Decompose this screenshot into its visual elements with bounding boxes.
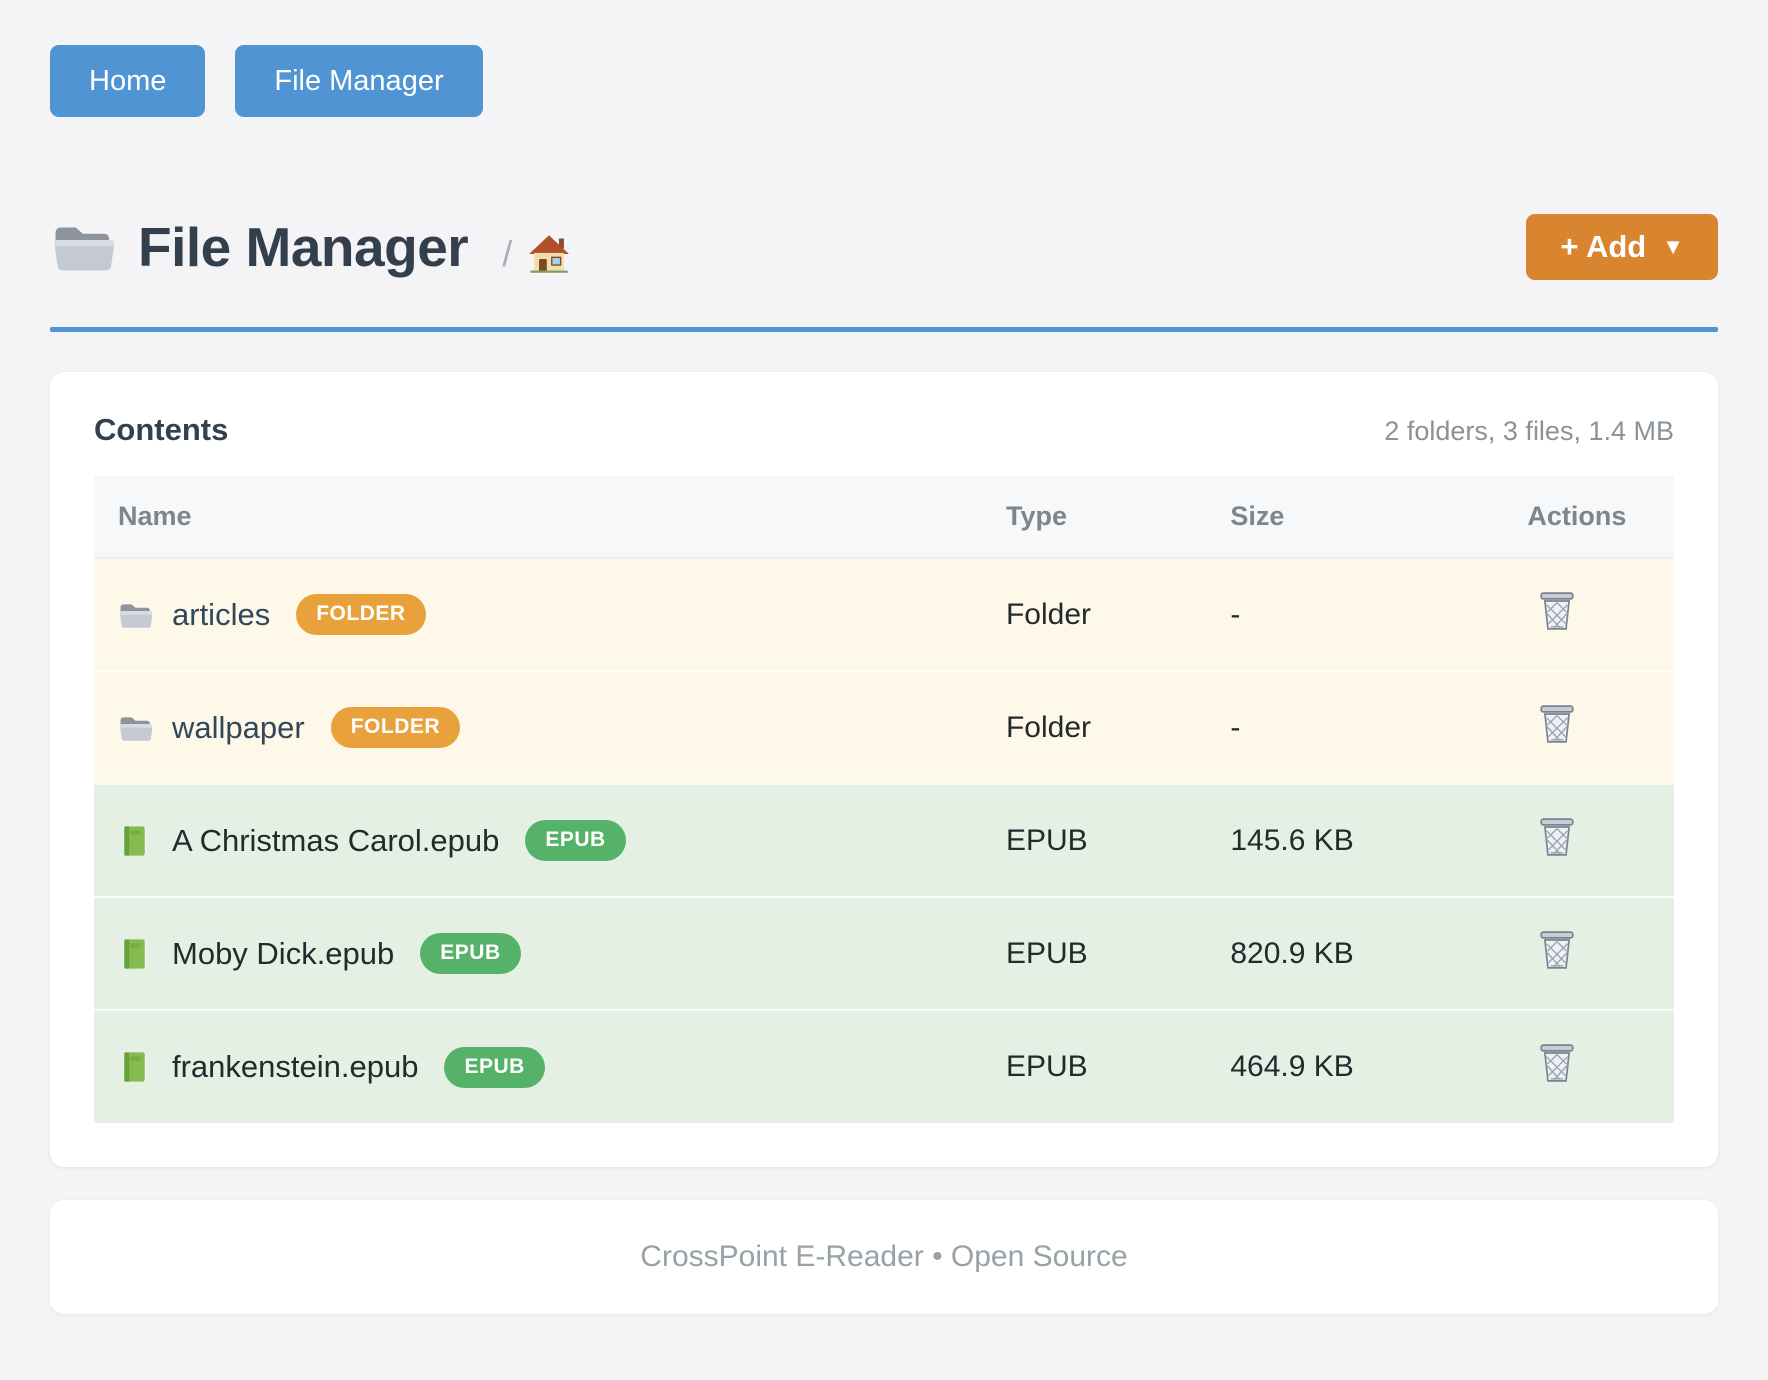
title-group: File Manager /	[50, 215, 570, 279]
contents-title: Contents	[94, 412, 229, 447]
page-header: File Manager / + Add ▼	[50, 214, 1718, 280]
book-icon	[118, 938, 152, 970]
top-nav: Home File Manager	[50, 45, 1718, 117]
size-cell: 145.6 KB	[1206, 783, 1504, 897]
name-cell: wallpaper FOLDER	[94, 670, 982, 784]
table-row: frankenstein.epub EPUB EPUB 464.9 KB	[94, 1009, 1674, 1123]
table-row: A Christmas Carol.epub EPUB EPUB 145.6 KB	[94, 783, 1674, 897]
footer: CrossPoint E-Reader • Open Source	[50, 1200, 1718, 1314]
breadcrumb: /	[502, 233, 570, 275]
item-name-link[interactable]: articles	[172, 596, 271, 632]
trash-icon	[1539, 591, 1575, 631]
contents-table-body: articles FOLDER Folder - wallpaper FOLDER Fold…	[94, 558, 1674, 1123]
size-cell: 820.9 KB	[1206, 896, 1504, 1010]
trash-icon	[1539, 1043, 1575, 1083]
type-badge: FOLDER	[330, 707, 461, 748]
actions-cell	[1503, 558, 1674, 671]
home-button[interactable]: Home	[50, 45, 206, 117]
chevron-down-icon: ▼	[1662, 234, 1684, 259]
folder-icon	[50, 219, 114, 275]
book-icon	[118, 1051, 152, 1083]
table-row: wallpaper FOLDER Folder -	[94, 670, 1674, 784]
size-cell: -	[1230, 597, 1241, 631]
actions-cell	[1503, 783, 1674, 897]
breadcrumb-separator: /	[502, 233, 513, 274]
table-header-row: Name Type Size Actions	[94, 476, 1674, 559]
book-icon	[118, 825, 152, 857]
type-badge: EPUB	[525, 820, 626, 861]
column-header-actions: Actions	[1503, 476, 1674, 559]
contents-summary: 2 folders, 3 files, 1.4 MB	[1384, 416, 1674, 446]
type-cell: EPUB	[981, 1009, 1207, 1123]
trash-icon	[1539, 704, 1575, 744]
item-name-link[interactable]: A Christmas Carol.epub	[172, 822, 500, 858]
actions-cell	[1503, 896, 1674, 1010]
type-cell: Folder	[1005, 597, 1092, 631]
type-cell: EPUB	[981, 896, 1207, 1010]
name-cell: Moby Dick.epub EPUB	[94, 896, 982, 1010]
type-cell: EPUB	[981, 783, 1207, 897]
delete-button[interactable]	[1539, 817, 1575, 857]
trash-icon	[1539, 817, 1575, 857]
type-badge: EPUB	[444, 1046, 545, 1088]
column-header-type: Type	[981, 476, 1207, 559]
delete-button[interactable]	[1539, 1043, 1575, 1083]
column-header-size: Size	[1206, 476, 1504, 559]
add-button-label: + Add	[1560, 229, 1647, 264]
size-cell: 464.9 KB	[1206, 1009, 1504, 1123]
item-name-link[interactable]: Moby Dick.epub	[172, 935, 395, 971]
type-badge: EPUB	[420, 933, 521, 974]
folder-icon	[118, 599, 152, 631]
type-cell: Folder	[981, 670, 1207, 784]
item-name-link[interactable]: wallpaper	[172, 709, 305, 745]
house-icon[interactable]	[528, 234, 570, 274]
contents-card-header: Contents 2 folders, 3 files, 1.4 MB	[94, 412, 1674, 448]
delete-button[interactable]	[1539, 704, 1575, 744]
folder-icon	[118, 712, 152, 744]
actions-cell	[1503, 1009, 1674, 1123]
name-cell: A Christmas Carol.epub EPUB	[94, 783, 982, 897]
column-header-name: Name	[94, 476, 982, 559]
size-cell: -	[1206, 670, 1504, 784]
item-name-link[interactable]: frankenstein.epub	[172, 1049, 419, 1084]
header-divider	[50, 327, 1718, 332]
actions-cell	[1503, 670, 1674, 784]
type-badge: FOLDER	[296, 594, 426, 635]
contents-table: Name Type Size Actions articles FOLDER Fol…	[94, 476, 1674, 1123]
table-row: articles FOLDER Folder -	[94, 558, 1674, 671]
table-row: Moby Dick.epub EPUB EPUB 820.9 KB	[94, 896, 1674, 1010]
footer-text: CrossPoint E-Reader • Open Source	[640, 1240, 1128, 1273]
contents-card: Contents 2 folders, 3 files, 1.4 MB Name…	[50, 372, 1718, 1167]
delete-button[interactable]	[1539, 591, 1575, 631]
add-button[interactable]: + Add ▼	[1526, 214, 1718, 280]
file-manager-button[interactable]: File Manager	[235, 45, 483, 117]
trash-icon	[1539, 930, 1575, 970]
page-title: File Manager	[138, 216, 469, 278]
delete-button[interactable]	[1539, 930, 1575, 970]
name-cell: articles FOLDER	[94, 558, 982, 671]
name-cell: frankenstein.epub EPUB	[94, 1009, 982, 1123]
